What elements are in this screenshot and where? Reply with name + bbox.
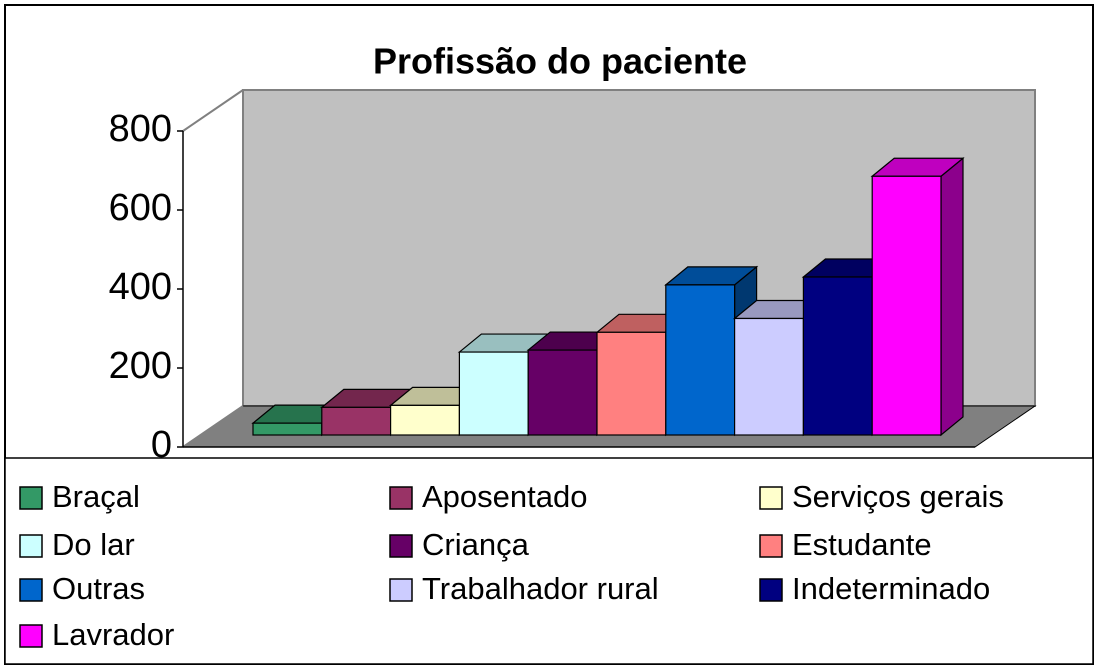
legend-swatch [19, 486, 43, 510]
bar [871, 175, 942, 436]
legend-swatch [19, 534, 43, 558]
bar [252, 422, 323, 436]
wall-edge [182, 405, 244, 448]
bar [596, 331, 667, 436]
legend-label: Outras [52, 571, 145, 606]
legend-label: Braçal [52, 479, 140, 514]
y-tick-label: 400 [109, 266, 172, 308]
legend-label: Lavrador [52, 617, 174, 652]
legend-swatch [389, 578, 413, 602]
bar [321, 406, 392, 436]
bar [665, 284, 736, 436]
y-tick-label: 200 [109, 345, 172, 387]
wall-edge [182, 89, 244, 132]
bar [733, 317, 804, 436]
y-tick-label: 0 [151, 424, 172, 466]
legend-label: Serviços gerais [792, 479, 1004, 514]
legend-label: Criança [422, 527, 530, 562]
legend-label: Indeterminado [792, 571, 990, 606]
y-tick-label: 800 [109, 108, 172, 150]
legend-label: Estudante [792, 527, 932, 562]
legend-swatch [19, 578, 43, 602]
bar-side [940, 157, 964, 437]
y-tick-label: 600 [109, 187, 172, 229]
legend-swatch [759, 534, 783, 558]
legend-label: Do lar [52, 527, 135, 562]
bar [390, 404, 461, 436]
legend-swatch [759, 486, 783, 510]
legend [4, 457, 1094, 665]
bar [802, 276, 873, 436]
legend-swatch [19, 624, 43, 648]
legend-swatch [389, 534, 413, 558]
legend-label: Aposentado [422, 479, 587, 514]
bar [527, 349, 598, 436]
bar [458, 351, 529, 436]
legend-swatch [759, 578, 783, 602]
chart-title: Profissão do paciente [373, 41, 747, 82]
legend-label: Trabalhador rural [422, 571, 659, 606]
legend-swatch [389, 486, 413, 510]
